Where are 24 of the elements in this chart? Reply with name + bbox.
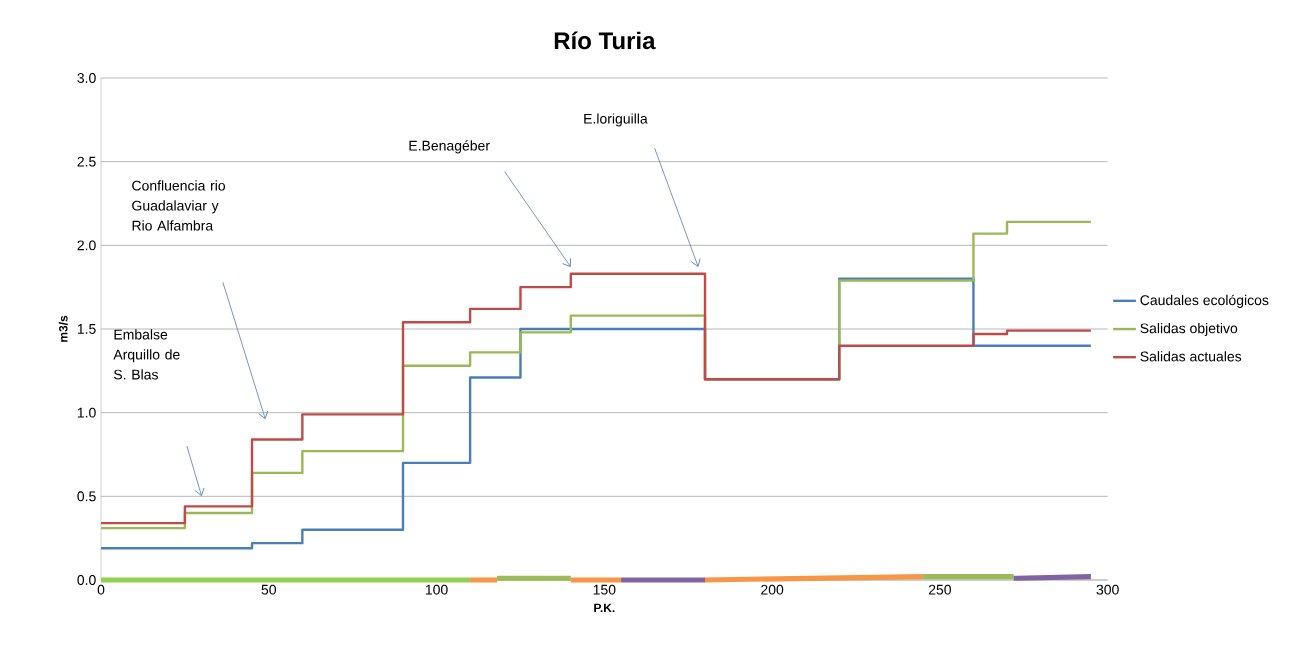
y-tick-label: 2.0 bbox=[77, 240, 96, 251]
y-axis-title: m3/s bbox=[58, 315, 68, 342]
x-axis-title: P.K. bbox=[594, 603, 615, 613]
legend-label: Caudales ecológicos bbox=[1140, 294, 1269, 308]
x-tick-label: 0 bbox=[97, 584, 105, 595]
x-tick-label: 150 bbox=[593, 584, 616, 595]
x-tick-label: 200 bbox=[761, 584, 784, 595]
legend-label: Salidas actuales bbox=[1140, 351, 1242, 362]
x-tick-label: 50 bbox=[261, 584, 277, 595]
y-tick-label: 2.5 bbox=[77, 156, 96, 167]
legend-label: Salidas objetivo bbox=[1140, 323, 1238, 337]
x-tick-label: 300 bbox=[1096, 584, 1119, 595]
annotation: Embalse Arquillo de S. Blas bbox=[113, 329, 180, 380]
x-tick-label: 250 bbox=[928, 584, 952, 595]
x-tick-label: 100 bbox=[425, 584, 448, 595]
y-tick-label: 1.5 bbox=[77, 324, 96, 334]
y-tick-label: 0.0 bbox=[77, 575, 96, 585]
chart-title: Río Turia bbox=[554, 31, 656, 50]
y-tick-label: 1.0 bbox=[77, 407, 96, 418]
y-tick-label: 3.0 bbox=[77, 73, 96, 83]
annotation: E.Benagéber bbox=[409, 140, 490, 154]
annotation: Confluencia rio Guadalaviar y Rio Alfambra bbox=[132, 180, 226, 231]
y-tick-label: 0.5 bbox=[77, 491, 96, 502]
annotation: E.loriguilla bbox=[584, 113, 648, 127]
